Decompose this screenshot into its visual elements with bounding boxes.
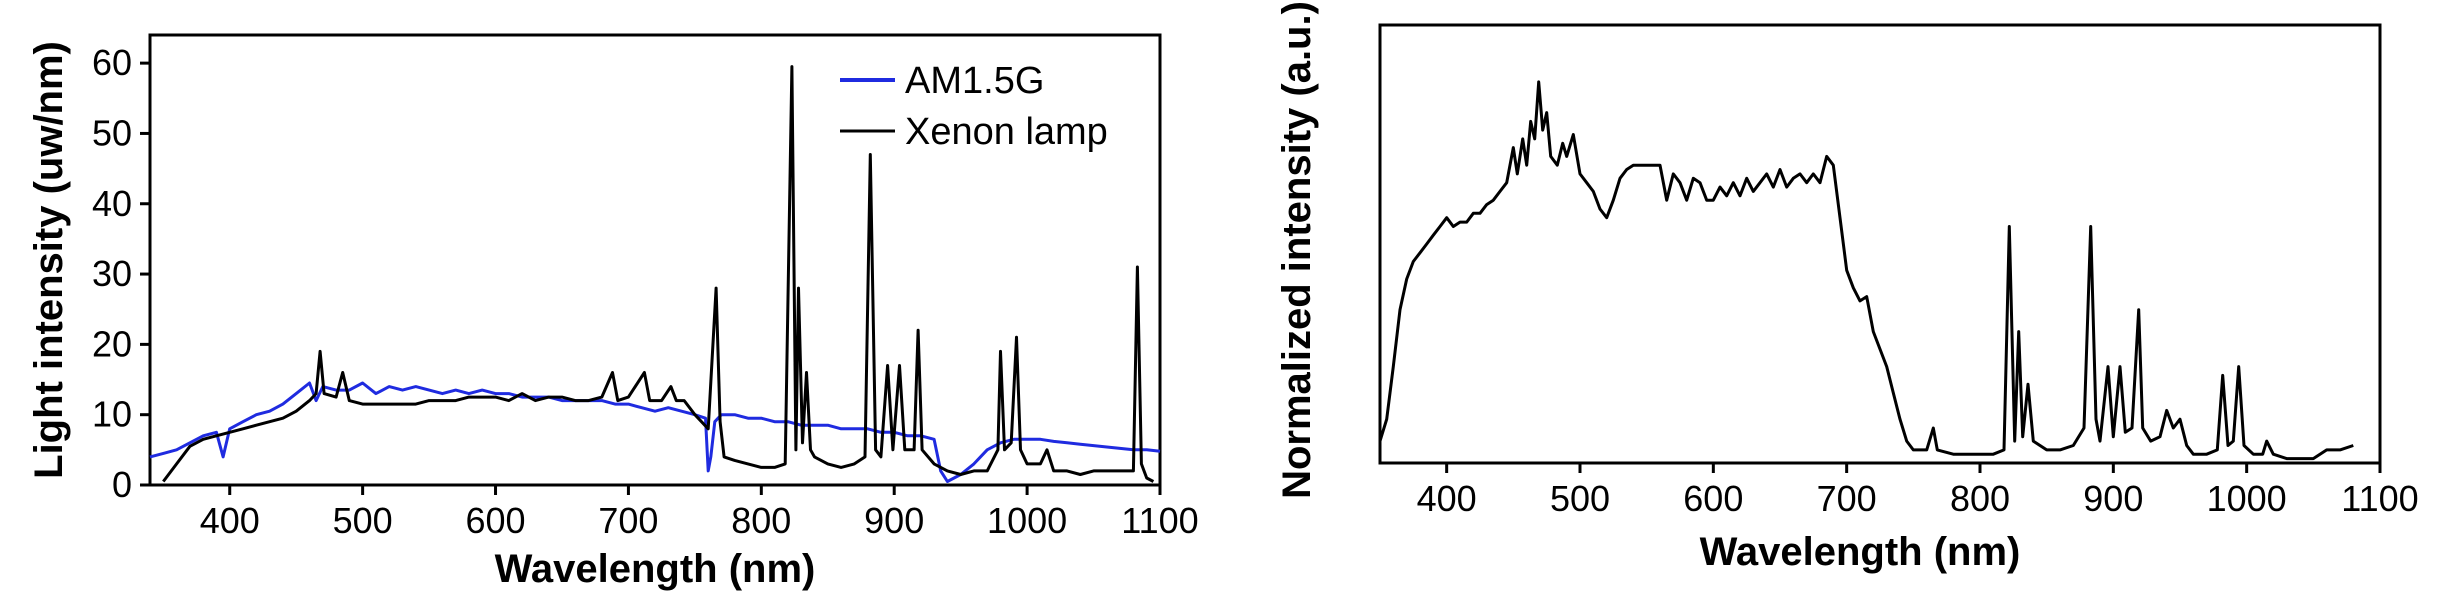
x-ticks-right: 400 500 600 700 800 900 1000 1100 (1417, 463, 2419, 519)
x-tick-label: 900 (2083, 478, 2143, 519)
x-axis-title-right: Wavelength (nm) (1700, 530, 2021, 574)
x-tick-label: 700 (598, 500, 658, 541)
x-tick-label: 800 (731, 500, 791, 541)
x-tick-label: 400 (200, 500, 260, 541)
legend-label-xenon: Xenon lamp (905, 111, 1108, 153)
x-tick-label: 900 (864, 500, 924, 541)
legend-label-am15g: AM1.5G (905, 60, 1044, 102)
chart-left: 400 500 600 700 800 900 1000 1100 0 10 20 30 40 50 60… (27, 33, 1199, 591)
x-axis-title-left: Wavelength (nm) (495, 547, 816, 591)
x-tick-label: 500 (333, 500, 393, 541)
series-group-right (1378, 80, 2354, 461)
y-tick-label: 60 (92, 42, 132, 83)
y-axis-title-left: Light intensity (uw/nm) (27, 41, 71, 479)
x-tick-label: 700 (1817, 478, 1877, 519)
plot-frame-left (148, 33, 1162, 487)
x-tick-label: 400 (1417, 478, 1477, 519)
y-axis-title-right: Normalized intensity (a.u.) (1275, 1, 1319, 499)
y-tick-label: 40 (92, 183, 132, 224)
series-line-left-am1-5g (149, 381, 1161, 483)
x-ticks-left: 400 500 600 700 800 900 1000 1100 (200, 485, 1199, 541)
series-group-left (149, 65, 1161, 483)
x-tick-label: 500 (1550, 478, 1610, 519)
legend: AM1.5G Xenon lamp (840, 60, 1108, 153)
y-ticks-left: 0 10 20 30 40 50 60 (92, 42, 150, 505)
x-tick-label: 800 (1950, 478, 2010, 519)
x-tick-label: 1100 (1121, 500, 1198, 541)
chart-right: 400 500 600 700 800 900 1000 1100 Wavelength (n… (1275, 1, 2419, 574)
x-tick-label: 600 (1683, 478, 1743, 519)
x-tick-label: 1100 (2341, 478, 2418, 519)
y-tick-label: 10 (92, 394, 132, 435)
series-line-left-xenon-lamp (162, 65, 1155, 483)
x-tick-label: 600 (465, 500, 525, 541)
y-tick-label: 20 (92, 323, 132, 364)
x-tick-label: 1000 (987, 500, 1067, 541)
y-tick-label: 0 (112, 464, 132, 505)
series-line-right-series-0 (1378, 80, 2354, 461)
x-tick-label: 1000 (2207, 478, 2287, 519)
y-tick-label: 30 (92, 253, 132, 294)
plot-frame-right (1378, 23, 2382, 465)
y-tick-label: 50 (92, 112, 132, 153)
